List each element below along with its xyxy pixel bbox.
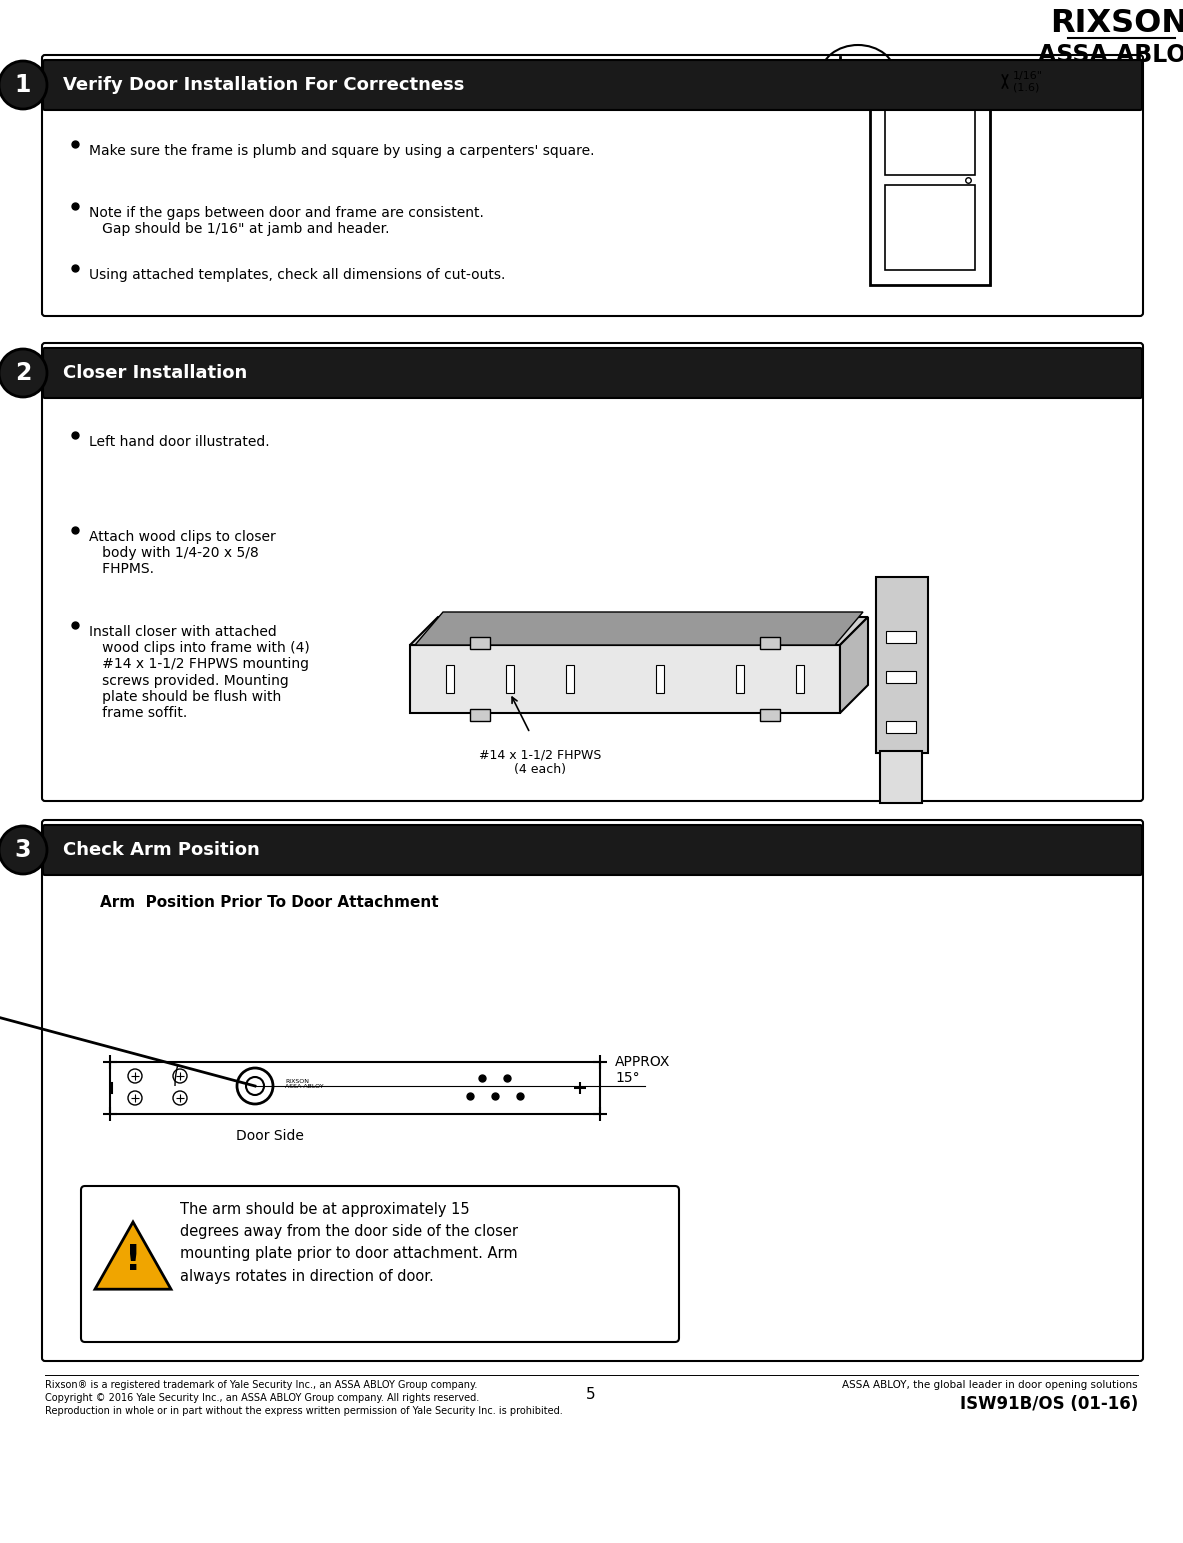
Text: 1/16"
(1.6): 1/16" (1.6) bbox=[1013, 71, 1043, 93]
Text: 1: 1 bbox=[15, 73, 31, 97]
Bar bbox=[446, 665, 454, 693]
Text: Verify Door Installation For Correctness: Verify Door Installation For Correctness bbox=[63, 76, 465, 94]
Text: RIXSON®: RIXSON® bbox=[1051, 8, 1183, 39]
Text: Left hand door illustrated.: Left hand door illustrated. bbox=[89, 435, 270, 449]
Circle shape bbox=[173, 1091, 187, 1105]
Text: Install closer with attached
   wood clips into frame with (4)
   #14 x 1-1/2 FH: Install closer with attached wood clips … bbox=[89, 625, 310, 721]
Text: RIXSON
ASSA ABLOY: RIXSON ASSA ABLOY bbox=[285, 1079, 324, 1089]
Bar bbox=[886, 721, 916, 733]
Text: Attach wood clips to closer
   body with 1/4-20 x 5/8
   FHPMS.: Attach wood clips to closer body with 1/… bbox=[89, 529, 276, 577]
Bar bbox=[411, 645, 840, 713]
Text: 2: 2 bbox=[15, 361, 31, 386]
Bar bbox=[470, 708, 490, 721]
Circle shape bbox=[173, 1069, 187, 1083]
Bar bbox=[875, 577, 927, 753]
Polygon shape bbox=[415, 613, 864, 645]
FancyBboxPatch shape bbox=[43, 56, 1143, 316]
Text: Note if the gaps between door and frame are consistent.
   Gap should be 1/16" a: Note if the gaps between door and frame … bbox=[89, 207, 484, 236]
Bar bbox=[506, 665, 513, 693]
Text: APPROX
15°: APPROX 15° bbox=[615, 1055, 671, 1085]
Text: ASSA ABLOY: ASSA ABLOY bbox=[1037, 43, 1183, 66]
FancyBboxPatch shape bbox=[80, 1187, 679, 1342]
Bar bbox=[885, 185, 975, 270]
Polygon shape bbox=[411, 617, 868, 645]
Text: Reproduction in whole or in part without the express written permission of Yale : Reproduction in whole or in part without… bbox=[45, 1406, 563, 1416]
Circle shape bbox=[128, 1069, 142, 1083]
Polygon shape bbox=[95, 1222, 172, 1290]
FancyBboxPatch shape bbox=[43, 60, 1142, 110]
Text: Closer Installation: Closer Installation bbox=[63, 364, 247, 383]
FancyBboxPatch shape bbox=[43, 819, 1143, 1361]
Bar bbox=[870, 85, 990, 285]
Circle shape bbox=[237, 1068, 273, 1103]
Text: ASSA ABLOY, the global leader in door opening solutions: ASSA ABLOY, the global leader in door op… bbox=[842, 1379, 1138, 1390]
Text: 5: 5 bbox=[587, 1387, 596, 1403]
Text: Arm  Position Prior To Door Attachment: Arm Position Prior To Door Attachment bbox=[101, 895, 439, 910]
Text: !: ! bbox=[124, 1244, 141, 1278]
Bar bbox=[759, 708, 780, 721]
Text: Make sure the frame is plumb and square by using a carpenters' square.: Make sure the frame is plumb and square … bbox=[89, 143, 595, 157]
Circle shape bbox=[128, 1091, 142, 1105]
Bar bbox=[880, 751, 922, 802]
Bar bbox=[886, 671, 916, 684]
Text: The arm should be at approximately 15
degrees away from the door side of the clo: The arm should be at approximately 15 de… bbox=[180, 1202, 518, 1284]
Circle shape bbox=[0, 349, 47, 397]
Text: Check Arm Position: Check Arm Position bbox=[63, 841, 260, 859]
Circle shape bbox=[246, 1077, 264, 1096]
FancyBboxPatch shape bbox=[43, 343, 1143, 801]
Polygon shape bbox=[840, 617, 868, 713]
Text: 3: 3 bbox=[14, 838, 31, 863]
Circle shape bbox=[0, 62, 47, 110]
Text: Door Side: Door Side bbox=[237, 1129, 304, 1143]
Text: ISW91B/OS (01-16): ISW91B/OS (01-16) bbox=[959, 1395, 1138, 1413]
FancyBboxPatch shape bbox=[43, 826, 1142, 875]
Bar bbox=[110, 1062, 600, 1114]
Bar bbox=[796, 665, 804, 693]
Text: #14 x 1-1/2 FHPWS
(4 each): #14 x 1-1/2 FHPWS (4 each) bbox=[479, 748, 601, 776]
Bar bbox=[886, 631, 916, 643]
Text: Rixson® is a registered trademark of Yale Security Inc., an ASSA ABLOY Group com: Rixson® is a registered trademark of Yal… bbox=[45, 1379, 478, 1390]
Bar bbox=[885, 96, 975, 174]
Bar bbox=[759, 637, 780, 650]
FancyBboxPatch shape bbox=[43, 349, 1142, 398]
Circle shape bbox=[0, 826, 47, 873]
Text: Copyright © 2016 Yale Security Inc., an ASSA ABLOY Group company. All rights res: Copyright © 2016 Yale Security Inc., an … bbox=[45, 1393, 479, 1403]
Bar bbox=[565, 665, 574, 693]
Text: Using attached templates, check all dimensions of cut-outs.: Using attached templates, check all dime… bbox=[89, 268, 505, 282]
Bar bbox=[470, 637, 490, 650]
Bar bbox=[657, 665, 664, 693]
Bar bbox=[736, 665, 744, 693]
